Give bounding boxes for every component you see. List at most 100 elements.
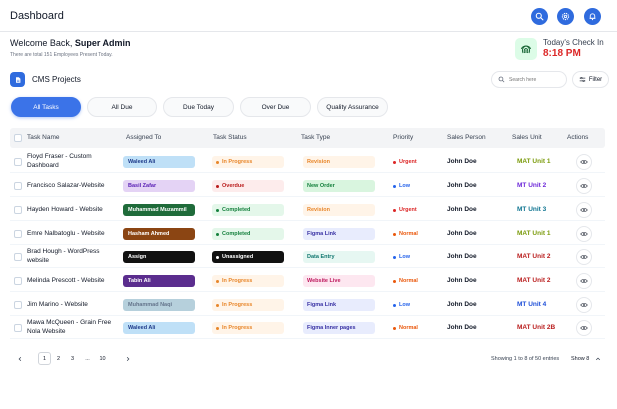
task-name[interactable]: Emre Nalbatoglu - Website bbox=[27, 230, 105, 237]
status-badge[interactable]: Overdue bbox=[212, 180, 284, 192]
status-badge[interactable]: Unassigned bbox=[212, 251, 284, 263]
assigned-to-chip[interactable]: Basil Zafar bbox=[123, 180, 195, 192]
view-button[interactable] bbox=[576, 154, 592, 170]
page-size-select[interactable]: Show 8 bbox=[571, 356, 601, 362]
row-checkbox[interactable] bbox=[14, 206, 22, 214]
filter-icon bbox=[579, 77, 586, 82]
status-label: In Progress bbox=[222, 325, 253, 331]
table-row[interactable]: Floyd Fraser - Custom Dashboard Waleed A… bbox=[10, 150, 605, 173]
next-page-button[interactable] bbox=[121, 352, 134, 365]
notifications-button[interactable] bbox=[584, 8, 601, 25]
sales-person: John Doe bbox=[447, 301, 477, 308]
table-row[interactable]: Brad Hough - WordPress website Assign Un… bbox=[10, 245, 605, 268]
page-10[interactable]: 10 bbox=[99, 355, 106, 362]
tab-quality-assurance[interactable]: Quality Assurance bbox=[317, 97, 388, 117]
prev-page-button[interactable] bbox=[13, 352, 26, 365]
page-1[interactable]: 1 bbox=[38, 352, 51, 365]
status-badge[interactable]: Completed bbox=[212, 228, 284, 240]
task-name[interactable]: Mawa McQueen - Grain Free Nola Website bbox=[27, 319, 112, 335]
priority-label: Low bbox=[399, 302, 410, 308]
task-name[interactable]: Melinda Prescott - Website bbox=[27, 277, 105, 284]
priority-badge: Urgent bbox=[393, 207, 417, 213]
row-checkbox[interactable] bbox=[14, 158, 22, 166]
view-button[interactable] bbox=[576, 226, 592, 242]
sales-unit: MT Unit 3 bbox=[517, 206, 547, 213]
table-row[interactable]: Melinda Prescott - Website Tabin Ali In … bbox=[10, 269, 605, 292]
priority-badge: Normal bbox=[393, 278, 418, 284]
search-button[interactable] bbox=[531, 8, 548, 25]
present-count: There are total 151 Employees Present To… bbox=[10, 52, 113, 58]
col-actions: Actions bbox=[567, 134, 589, 141]
table-row[interactable]: Hayden Howard - Website Muhammad Muzammi… bbox=[10, 198, 605, 221]
status-label: Completed bbox=[222, 207, 251, 213]
tab-all-tasks[interactable]: All Tasks bbox=[11, 97, 81, 117]
task-name[interactable]: Floyd Fraser - Custom Dashboard bbox=[27, 153, 92, 169]
priority-badge: Urgent bbox=[393, 159, 417, 165]
status-badge[interactable]: In Progress bbox=[212, 275, 284, 287]
row-checkbox[interactable] bbox=[14, 230, 22, 238]
priority-label: Urgent bbox=[399, 159, 417, 165]
view-button[interactable] bbox=[576, 320, 592, 336]
task-type-badge: Data Entry bbox=[303, 251, 375, 263]
table-row[interactable]: Jim Marino - Website Muhammad Naqi In Pr… bbox=[10, 293, 605, 316]
task-name[interactable]: Francisco Salazar-Website bbox=[27, 182, 105, 189]
table-row[interactable]: Mawa McQueen - Grain Free Nola Website W… bbox=[10, 316, 605, 339]
view-button[interactable] bbox=[576, 202, 592, 218]
tab-all-due[interactable]: All Due bbox=[87, 97, 157, 117]
status-label: Unassigned bbox=[222, 254, 254, 260]
user-name: Super Admin bbox=[74, 38, 131, 48]
view-button[interactable] bbox=[576, 273, 592, 289]
task-name[interactable]: Brad Hough - WordPress website bbox=[27, 248, 100, 264]
priority-dot bbox=[393, 184, 396, 188]
status-dot bbox=[216, 303, 219, 307]
view-button[interactable] bbox=[576, 178, 592, 194]
task-type-badge: Website Live bbox=[303, 275, 375, 287]
filter-button[interactable]: Filter bbox=[572, 71, 609, 88]
search-box[interactable] bbox=[491, 71, 567, 88]
table-row[interactable]: Francisco Salazar-Website Basil Zafar Ov… bbox=[10, 174, 605, 197]
status-badge[interactable]: In Progress bbox=[212, 299, 284, 311]
assigned-to-chip[interactable]: Waleed Ali bbox=[123, 156, 195, 168]
assigned-to-chip[interactable]: Muhammad Muzammil bbox=[123, 204, 195, 216]
table-row[interactable]: Emre Nalbatoglu - Website Hasham Ahmed C… bbox=[10, 222, 605, 245]
search-input[interactable] bbox=[509, 76, 565, 83]
tab-due-today[interactable]: Due Today bbox=[163, 97, 234, 117]
filter-label: Filter bbox=[588, 76, 603, 83]
row-checkbox[interactable] bbox=[14, 182, 22, 190]
sales-unit: MAT Unit 2 bbox=[517, 253, 551, 260]
col-sales-person: Sales Person bbox=[447, 134, 486, 141]
assigned-to-chip[interactable]: Hasham Ahmed bbox=[123, 228, 195, 240]
task-name[interactable]: Jim Marino - Website bbox=[27, 301, 88, 308]
row-checkbox[interactable] bbox=[14, 253, 22, 261]
bell-icon bbox=[589, 13, 596, 21]
row-checkbox[interactable] bbox=[14, 324, 22, 332]
priority-dot bbox=[393, 208, 396, 212]
fingerprint-icon bbox=[515, 38, 537, 60]
select-all-checkbox[interactable] bbox=[14, 134, 22, 142]
assigned-to-chip[interactable]: Assign bbox=[123, 251, 195, 263]
col-assigned-to: Assigned To bbox=[126, 134, 162, 141]
sales-person: John Doe bbox=[447, 253, 477, 260]
status-badge[interactable]: In Progress bbox=[212, 156, 284, 168]
sales-unit: MAT Unit 1 bbox=[517, 230, 551, 237]
eye-icon bbox=[580, 232, 588, 236]
checkin-time: 8:18 PM bbox=[543, 48, 581, 59]
view-button[interactable] bbox=[576, 297, 592, 313]
assigned-to-chip[interactable]: Waleed Ali bbox=[123, 322, 195, 334]
sales-person: John Doe bbox=[447, 182, 477, 189]
view-button[interactable] bbox=[576, 249, 592, 265]
status-badge[interactable]: Completed bbox=[212, 204, 284, 216]
assigned-to-chip[interactable]: Tabin Ali bbox=[123, 275, 195, 287]
page-2[interactable]: 2 bbox=[56, 355, 61, 362]
settings-button[interactable] bbox=[557, 8, 574, 25]
row-checkbox[interactable] bbox=[14, 301, 22, 309]
priority-label: Urgent bbox=[399, 207, 417, 213]
task-name[interactable]: Hayden Howard - Website bbox=[27, 206, 103, 213]
page-3[interactable]: 3 bbox=[70, 355, 75, 362]
tab-over-due[interactable]: Over Due bbox=[240, 97, 311, 117]
row-checkbox[interactable] bbox=[14, 277, 22, 285]
assigned-to-chip[interactable]: Muhammad Naqi bbox=[123, 299, 195, 311]
sales-unit: MAT Unit 1 bbox=[517, 158, 551, 165]
status-badge[interactable]: In Progress bbox=[212, 322, 284, 334]
priority-label: Normal bbox=[399, 325, 418, 331]
